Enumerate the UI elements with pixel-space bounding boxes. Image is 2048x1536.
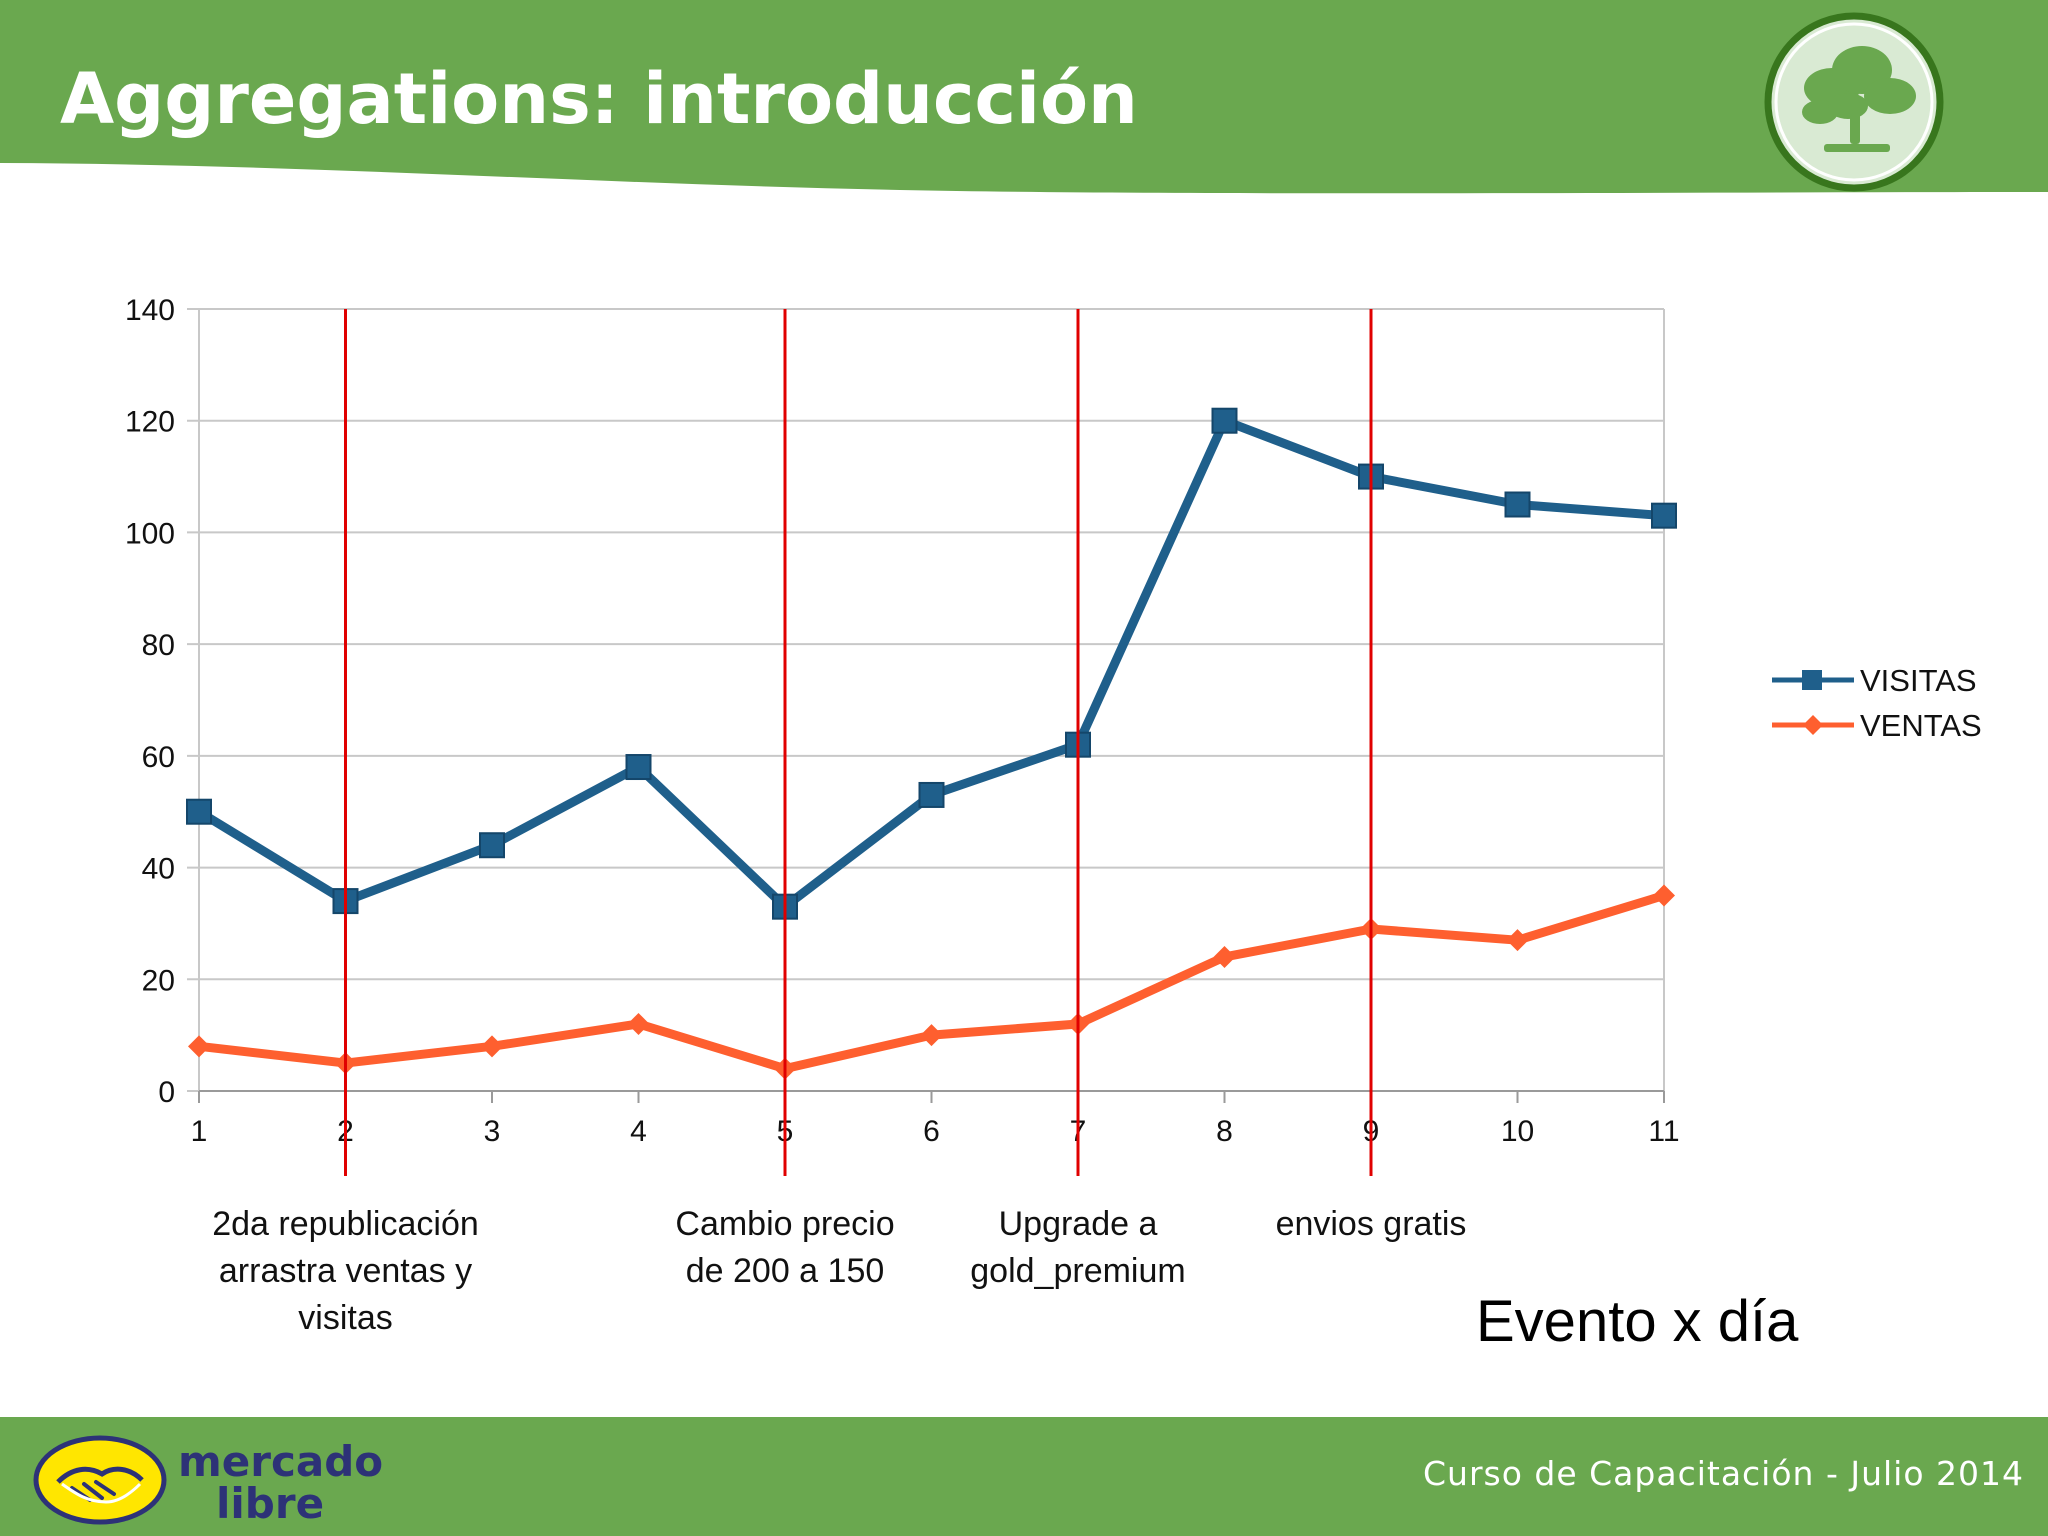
data-point-visitas <box>479 832 505 859</box>
x-tick-label: 8 <box>1216 1115 1233 1148</box>
legend-label-ventas: VENTAS <box>1860 708 1982 743</box>
tree-logo-icon <box>1762 10 1946 194</box>
y-tick-label: 20 <box>142 964 175 997</box>
y-tick-label: 100 <box>125 517 175 550</box>
handshake-logo-icon: mercado libre <box>33 1435 383 1528</box>
data-point-ventas <box>920 1024 943 1047</box>
header-bar <box>0 0 2048 200</box>
legend-marker-ventas <box>1803 715 1823 735</box>
x-tick-label: 6 <box>923 1115 940 1148</box>
header-background <box>0 0 2048 194</box>
data-point-visitas <box>918 781 945 808</box>
y-tick-label: 140 <box>125 294 175 327</box>
event-label: Upgrade a gold_premium <box>908 1201 1248 1295</box>
chart-subtitle: Evento x día <box>1476 1289 1799 1354</box>
event-label: Cambio precio de 200 a 150 <box>615 1201 955 1295</box>
event-label-line: Cambio precio <box>675 1205 895 1243</box>
legend-label-visitas: VISITAS <box>1860 663 1977 698</box>
data-point-visitas <box>1651 502 1677 529</box>
logo-text-line2: libre <box>216 1479 324 1528</box>
legend-marker-visitas <box>1802 670 1822 690</box>
y-tick-label: 0 <box>158 1076 175 1109</box>
data-point-ventas <box>1213 945 1236 968</box>
data-point-ventas <box>1653 884 1675 907</box>
slide-title: Aggregations: introducción <box>60 58 1138 140</box>
data-point-visitas <box>1211 407 1238 434</box>
event-label-line: envios gratis <box>1275 1205 1467 1243</box>
x-tick-label: 3 <box>484 1115 501 1148</box>
data-point-ventas <box>1506 929 1529 952</box>
event-label-line: 2da republicación <box>212 1205 479 1243</box>
footer-course-text: Curso de Capacitación - Julio 2014 <box>1423 1454 2024 1493</box>
event-label-line: de 200 a 150 <box>685 1252 885 1290</box>
data-point-ventas <box>627 1012 650 1035</box>
line-chart: 0204060801001201401234567891011VISITASVE… <box>125 294 1982 1176</box>
data-point-visitas <box>625 754 652 781</box>
data-point-visitas <box>186 798 212 825</box>
event-label: 2da republicación arrastra ventas y visita… <box>176 1201 516 1342</box>
event-label-line: arrastra ventas y <box>218 1252 473 1290</box>
event-label: envios gratis <box>1201 1201 1541 1248</box>
logo-text-line1: mercado <box>178 1437 383 1486</box>
y-tick-label: 80 <box>142 629 175 662</box>
footer-bar <box>0 1417 2048 1536</box>
series-line-visitas <box>196 416 1665 912</box>
y-tick-label: 120 <box>125 406 175 439</box>
data-point-ventas <box>481 1035 503 1058</box>
x-tick-label: 1 <box>191 1115 208 1148</box>
data-point-visitas <box>1504 491 1531 518</box>
mercadolibre-logo: mercado libre <box>32 1432 422 1528</box>
y-tick-label: 40 <box>142 853 175 886</box>
x-tick-label: 10 <box>1501 1115 1534 1148</box>
event-label-line: Upgrade a <box>998 1205 1158 1243</box>
event-label-line: gold_premium <box>970 1252 1186 1290</box>
y-tick-label: 60 <box>142 741 175 774</box>
event-label-line: visitas <box>298 1299 393 1337</box>
x-tick-label: 11 <box>1648 1115 1679 1148</box>
x-tick-label: 4 <box>630 1115 647 1148</box>
data-point-ventas <box>188 1035 210 1058</box>
